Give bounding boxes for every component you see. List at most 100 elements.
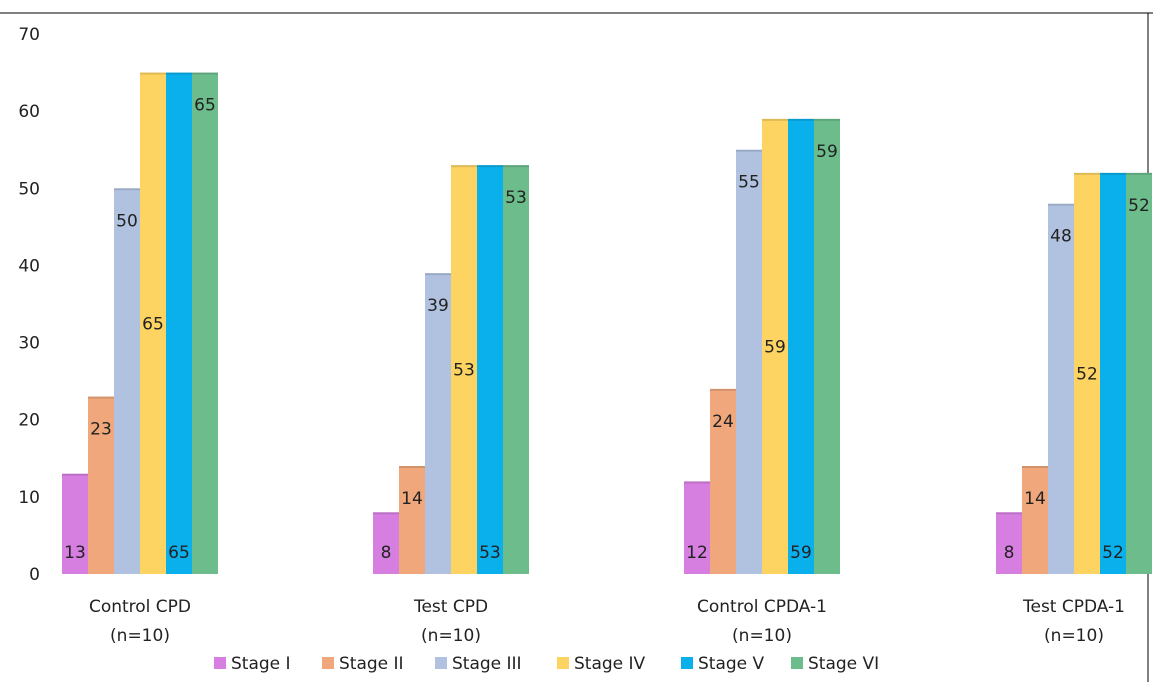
x-axis-category-labels: Control CPD (n=10) Test CPD (n=10) Control C…	[89, 597, 1125, 646]
legend-swatch	[322, 657, 334, 669]
bar-top-edge	[684, 481, 710, 484]
bar-top-edge	[140, 72, 166, 75]
bar-top-edge	[425, 273, 451, 276]
bar-top-edge	[1100, 172, 1126, 175]
data-label: 23	[90, 420, 112, 440]
data-label: 13	[64, 543, 86, 563]
data-label: 55	[738, 173, 760, 193]
data-labels: 13 8 12 8 23 14 24 14 50 39 55 48 65 53 59 52 65 53 59 52 65…	[64, 96, 1150, 563]
category-label: Test CPDA-1	[1022, 597, 1125, 617]
data-label: 48	[1050, 227, 1072, 247]
bar	[1048, 203, 1074, 574]
data-label: 12	[686, 543, 708, 563]
bar	[477, 165, 503, 574]
bar	[1126, 172, 1152, 574]
bar-top-edge	[736, 149, 762, 152]
bar-top-edge	[762, 118, 788, 121]
bar-top-edge	[192, 72, 218, 75]
legend-swatch	[681, 657, 693, 669]
bar	[814, 118, 840, 574]
legend-swatch	[435, 657, 447, 669]
bar-top-edge	[114, 188, 140, 191]
data-label: 53	[453, 361, 475, 381]
data-label: 14	[401, 489, 423, 509]
data-label: 8	[381, 543, 392, 563]
category-label: Control CPD	[89, 597, 191, 617]
data-label: 65	[168, 543, 190, 563]
data-label: 14	[1024, 489, 1046, 509]
category-label: (n=10)	[110, 626, 170, 646]
y-tick-label: 20	[18, 411, 40, 431]
bar-top-edge	[503, 165, 529, 168]
legend-label: Stage IV	[574, 654, 646, 674]
y-tick-label: 50	[18, 179, 40, 199]
bar-top-edge	[1074, 172, 1100, 175]
data-label: 59	[790, 543, 812, 563]
bar-top-edge	[996, 512, 1022, 515]
y-tick-label: 10	[18, 488, 40, 508]
bar	[788, 118, 814, 574]
bar	[503, 165, 529, 574]
legend-label: Stage I	[231, 654, 291, 674]
bar	[1022, 466, 1048, 574]
bar-top-edge	[1048, 203, 1074, 206]
y-tick-label: 30	[18, 334, 40, 354]
legend-label: Stage VI	[808, 654, 879, 674]
data-label: 59	[816, 142, 838, 162]
bar	[399, 466, 425, 574]
y-axis-ticks: 0 10 20 30 40 50 60 70	[18, 25, 40, 585]
y-tick-label: 40	[18, 256, 40, 276]
category-label: Test CPD	[413, 597, 488, 617]
y-tick-label: 0	[29, 565, 40, 585]
data-label: 50	[116, 211, 138, 231]
category-label: (n=10)	[1044, 626, 1104, 646]
bar-series	[62, 72, 1152, 575]
category-label: Control CPDA-1	[697, 597, 827, 617]
legend-swatch	[214, 657, 226, 669]
bar-top-edge	[88, 396, 114, 399]
legend-swatch	[557, 657, 569, 669]
bar-top-edge	[1022, 466, 1048, 468]
bar-top-edge	[477, 165, 503, 168]
bar	[736, 149, 762, 574]
legend: Stage I Stage II Stage III Stage IV Stage V S…	[214, 654, 879, 674]
legend-label: Stage II	[339, 654, 404, 674]
data-label: 39	[427, 296, 449, 316]
bar-top-edge	[788, 118, 814, 121]
data-label: 65	[142, 314, 164, 334]
bar	[166, 72, 192, 575]
bar	[684, 481, 710, 574]
bar	[996, 512, 1022, 574]
bar	[710, 388, 736, 574]
legend-label: Stage V	[698, 654, 765, 674]
bar	[62, 473, 88, 574]
data-label: 53	[479, 543, 501, 563]
legend-label: Stage III	[452, 654, 522, 674]
bar	[425, 273, 451, 574]
data-label: 59	[764, 337, 786, 357]
data-label: 24	[712, 412, 734, 432]
data-label: 52	[1076, 364, 1098, 384]
bar-top-edge	[1126, 172, 1152, 175]
bar	[140, 72, 166, 575]
bar-top-edge	[166, 72, 192, 75]
bar	[762, 118, 788, 574]
bar-top-edge	[814, 118, 840, 121]
data-label: 65	[194, 96, 216, 116]
bar	[373, 512, 399, 574]
bar-top-edge	[451, 165, 477, 168]
data-label: 52	[1102, 543, 1124, 563]
bar-top-edge	[373, 512, 399, 515]
bar	[88, 396, 114, 574]
legend-swatch	[791, 657, 803, 669]
data-label: 53	[505, 188, 527, 208]
y-tick-label: 60	[18, 102, 40, 122]
bar-top-edge	[399, 466, 425, 468]
category-label: (n=10)	[421, 626, 481, 646]
data-label: 52	[1128, 196, 1150, 216]
bar	[114, 188, 140, 575]
data-label: 8	[1004, 543, 1015, 563]
bar-top-edge	[710, 388, 736, 391]
bar	[451, 165, 477, 574]
